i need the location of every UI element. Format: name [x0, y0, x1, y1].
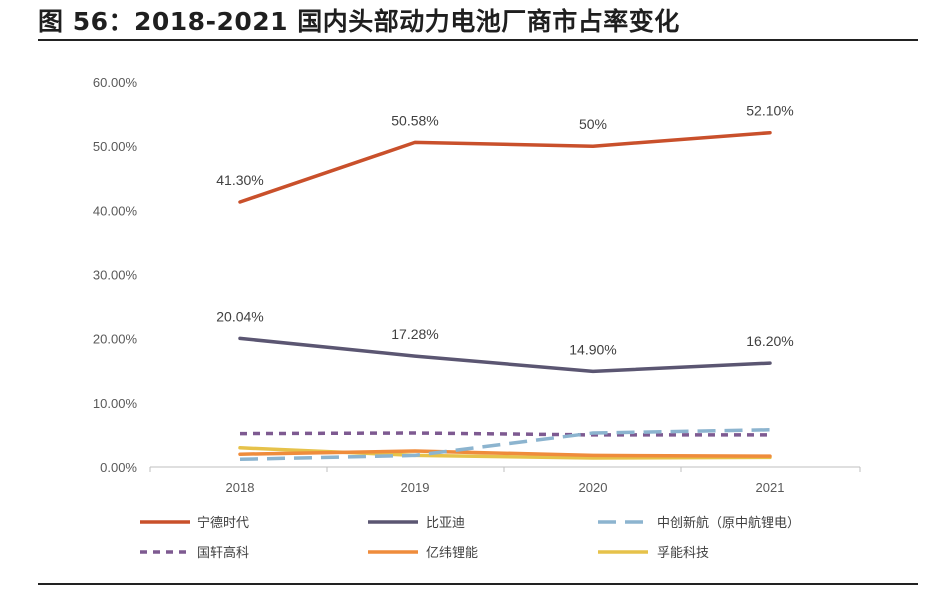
y-tick-label: 30.00% — [93, 268, 138, 283]
x-tick-label: 2018 — [226, 480, 255, 495]
legend-label: 中创新航（原中航锂电） — [657, 515, 800, 531]
legend-label: 宁德时代 — [197, 515, 249, 531]
y-axis-ticks: 0.00% 10.00% 20.00% 30.00% 40.00% 50.00% 60.00… — [93, 75, 138, 475]
legend-label: 孚能科技 — [657, 546, 709, 561]
series-line — [238, 336, 772, 374]
x-tick-label: 2020 — [579, 480, 608, 495]
data-label: 17.28% — [391, 326, 438, 342]
data-label: 50.58% — [391, 112, 438, 128]
series-line — [238, 130, 772, 204]
data-label: 52.10% — [746, 103, 793, 119]
data-label: 50% — [579, 116, 607, 132]
y-tick-label: 10.00% — [93, 396, 138, 411]
data-label: 20.04% — [216, 308, 263, 324]
legend-label: 比亚迪 — [426, 516, 465, 531]
y-tick-label: 0.00% — [100, 460, 137, 475]
y-tick-label: 20.00% — [93, 332, 138, 347]
legend: 宁德时代 比亚迪 中创新航（原中航锂电） 国轩高科 亿纬锂能 孚能科技 — [140, 515, 800, 561]
page-title: 图 56：2018-2021 国内头部动力电池厂商市占率变化 — [38, 7, 680, 36]
y-tick-label: 50.00% — [93, 139, 138, 154]
series-line — [238, 449, 772, 458]
title-divider — [38, 39, 918, 41]
footer-divider — [38, 583, 918, 585]
legend-label: 亿纬锂能 — [426, 546, 478, 561]
x-tick-label: 2021 — [756, 480, 785, 495]
series-lines — [238, 130, 772, 462]
y-tick-label: 60.00% — [93, 75, 138, 90]
x-axis: 2018 2019 2020 2021 — [149, 466, 861, 495]
series-line — [239, 428, 771, 462]
data-label: 41.30% — [216, 172, 263, 188]
data-labels: 41.30% 50.58% 50% 52.10% 20.04% 17.28% 14.90% 1… — [216, 103, 793, 358]
y-tick-label: 40.00% — [93, 203, 138, 218]
series-line — [239, 431, 770, 437]
legend-label: 国轩高科 — [197, 545, 249, 561]
x-tick-label: 2019 — [401, 480, 430, 495]
data-label: 14.90% — [569, 341, 616, 357]
data-label: 16.20% — [746, 333, 793, 349]
